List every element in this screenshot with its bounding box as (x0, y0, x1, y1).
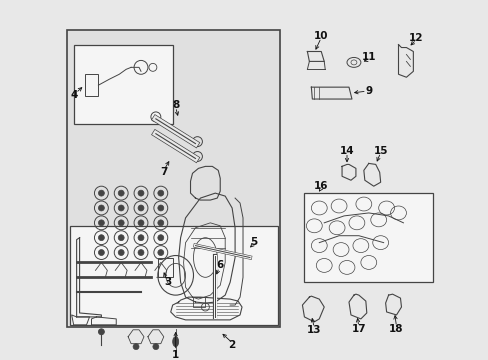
Bar (70, 226, 277, 325)
Ellipse shape (118, 220, 124, 226)
Text: 18: 18 (388, 324, 403, 334)
Ellipse shape (138, 190, 143, 196)
Bar (84, 74, 98, 96)
Ellipse shape (138, 235, 143, 241)
Text: 15: 15 (373, 145, 387, 156)
Ellipse shape (158, 220, 163, 226)
Ellipse shape (158, 249, 163, 256)
Ellipse shape (138, 205, 143, 211)
Text: 3: 3 (164, 277, 171, 287)
Text: 13: 13 (306, 325, 321, 335)
Text: 7: 7 (160, 167, 167, 177)
Text: 14: 14 (339, 145, 354, 156)
Bar (158, 257, 172, 277)
Ellipse shape (118, 249, 124, 256)
Ellipse shape (158, 205, 163, 211)
Ellipse shape (158, 235, 163, 241)
Text: 10: 10 (313, 31, 328, 41)
Ellipse shape (98, 220, 104, 226)
Ellipse shape (118, 190, 124, 196)
Text: 17: 17 (351, 324, 366, 334)
Text: 11: 11 (361, 53, 375, 62)
Text: 4: 4 (71, 90, 78, 100)
Bar (193, 297, 205, 307)
Text: 16: 16 (313, 181, 328, 191)
Text: 1: 1 (172, 350, 179, 360)
Ellipse shape (158, 190, 163, 196)
Ellipse shape (98, 205, 104, 211)
Text: 9: 9 (365, 86, 371, 96)
Ellipse shape (98, 190, 104, 196)
Ellipse shape (118, 205, 124, 211)
Ellipse shape (172, 337, 178, 347)
Bar (74, 45, 172, 124)
Text: 12: 12 (408, 33, 423, 42)
Text: 6: 6 (216, 260, 224, 270)
Ellipse shape (98, 329, 104, 335)
Text: 5: 5 (250, 237, 257, 247)
Bar (66, 30, 279, 327)
Text: 8: 8 (172, 100, 179, 110)
Ellipse shape (153, 344, 159, 350)
Ellipse shape (133, 344, 139, 350)
Ellipse shape (138, 249, 143, 256)
Text: 2: 2 (228, 339, 235, 350)
Ellipse shape (138, 220, 143, 226)
Bar (304, 193, 432, 282)
Ellipse shape (98, 249, 104, 256)
Ellipse shape (98, 235, 104, 241)
Ellipse shape (118, 235, 124, 241)
Bar (198, 243, 216, 257)
